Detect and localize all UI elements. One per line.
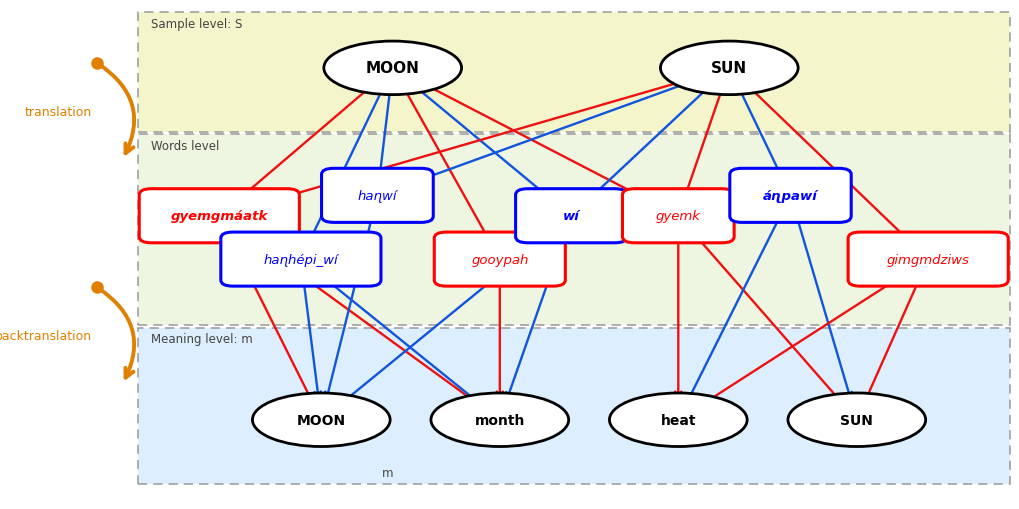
FancyBboxPatch shape	[138, 135, 1009, 326]
Text: translation: translation	[24, 105, 92, 119]
Text: backtranslation: backtranslation	[0, 329, 92, 343]
Text: haɳwí: haɳwí	[358, 189, 396, 203]
Ellipse shape	[787, 393, 925, 447]
FancyBboxPatch shape	[622, 189, 734, 243]
Text: áɳpawí: áɳpawí	[762, 189, 817, 203]
Text: gyemk: gyemk	[655, 210, 700, 223]
FancyBboxPatch shape	[434, 233, 565, 287]
Text: gimgmdziws: gimgmdziws	[886, 253, 969, 266]
FancyBboxPatch shape	[138, 328, 1009, 484]
Ellipse shape	[608, 393, 747, 447]
FancyBboxPatch shape	[138, 13, 1009, 132]
Text: haɳhépi_wí: haɳhépi_wí	[263, 253, 338, 266]
Ellipse shape	[324, 42, 462, 95]
FancyBboxPatch shape	[516, 189, 626, 243]
FancyBboxPatch shape	[848, 233, 1008, 287]
Text: SUN: SUN	[710, 61, 747, 76]
Text: Words level: Words level	[151, 140, 219, 153]
Text: gyemgmáatk: gyemgmáatk	[170, 210, 268, 223]
Text: gooypah: gooypah	[471, 253, 528, 266]
Text: SUN: SUN	[840, 413, 872, 427]
Text: month: month	[474, 413, 525, 427]
Text: heat: heat	[660, 413, 695, 427]
FancyBboxPatch shape	[220, 233, 381, 287]
Ellipse shape	[253, 393, 390, 447]
Text: Meaning level: m: Meaning level: m	[151, 332, 253, 345]
Text: MOON: MOON	[366, 61, 419, 76]
Text: m: m	[381, 467, 393, 479]
FancyBboxPatch shape	[321, 169, 433, 223]
Ellipse shape	[660, 42, 797, 95]
Text: Sample level: S: Sample level: S	[151, 18, 243, 31]
FancyBboxPatch shape	[139, 189, 300, 243]
Text: MOON: MOON	[297, 413, 345, 427]
FancyBboxPatch shape	[730, 169, 851, 223]
Text: wí: wí	[562, 210, 579, 223]
Ellipse shape	[430, 393, 569, 447]
